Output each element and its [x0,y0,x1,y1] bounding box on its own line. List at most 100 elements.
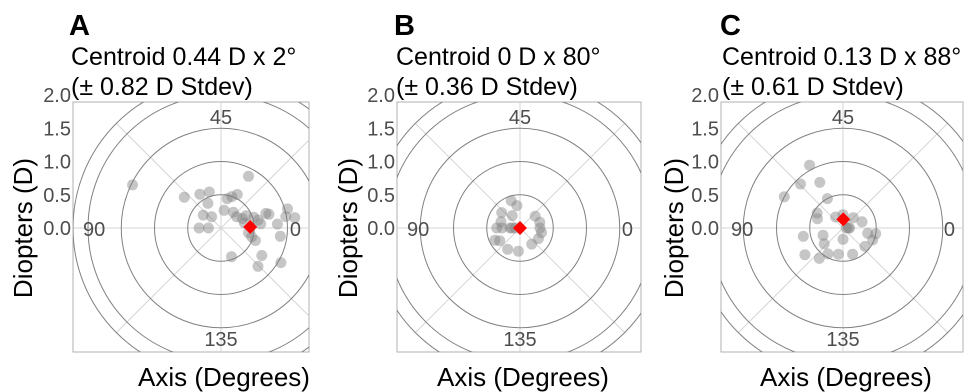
angle-label-0: 0 [622,219,633,241]
grid-ring [87,102,309,352]
y-axis-label: Diopters (D) [333,158,363,298]
data-point [797,230,809,242]
data-point [231,211,243,223]
data-point [246,231,258,243]
data-point [218,204,230,216]
data-point [275,257,287,269]
y-tick-label: 0.0 [43,218,71,240]
angle-label-0: 0 [944,219,955,241]
grid-ring [419,127,621,329]
data-point [496,222,508,234]
angle-label-45: 45 [509,107,531,129]
data-point [799,249,811,261]
data-point [822,248,834,260]
data-point [847,248,859,260]
y-tick-label: 2.0 [691,85,719,107]
data-point [282,203,293,215]
angle-label-135: 135 [503,329,536,351]
data-point [274,230,286,242]
data-point [256,250,268,261]
data-point [867,234,879,246]
data-point [178,191,190,203]
centroid-marker [243,219,258,234]
title-line-2: (± 0.36 D Stdev) [396,73,578,101]
data-point [814,176,826,188]
data-point [243,170,254,182]
angle-label-90: 90 [407,219,429,241]
x-axis-label: Axis (Degrees) [760,362,932,392]
grid-ring [776,161,910,295]
y-axis-label: Diopters (D) [659,158,689,298]
title-line-1: Centroid 0.13 D x 88° [722,43,961,71]
data-point [494,235,506,247]
angle-label-0: 0 [290,219,301,241]
data-point [263,208,275,220]
data-point [496,207,508,219]
data-point [847,212,859,224]
data-point [231,189,243,200]
data-point [249,235,261,246]
angle-label-45: 45 [832,107,854,129]
data-point [817,229,829,241]
grid-spoke [737,122,949,334]
y-tick-label: 0.0 [691,218,719,240]
data-point [859,240,871,252]
data-point [280,211,292,223]
angle-label-90: 90 [731,219,753,241]
data-point [795,178,806,190]
data-point [512,245,524,257]
data-point [837,233,849,245]
title-line-1: Centroid 0.44 D x 2° [71,43,296,71]
data-point [252,260,264,272]
y-tick-label: 1.0 [367,152,395,174]
data-point [227,206,239,218]
panel-letter: B [394,10,415,42]
data-point [271,218,283,230]
data-point [506,222,518,234]
data-point [813,252,825,264]
title-line-2: (± 0.82 D Stdev) [71,73,253,101]
panel-letter: C [720,10,741,42]
data-point [226,191,238,203]
data-point [491,222,503,234]
grid-ring [154,161,288,295]
data-point [506,210,518,222]
data-point [832,248,844,260]
grid-ring [486,194,554,262]
y-tick-label: 0.0 [367,218,395,240]
data-point [862,227,874,239]
data-point [197,209,209,221]
data-point [526,238,538,250]
data-point [240,210,252,222]
data-point [489,234,501,246]
title-line-1: Centroid 0 D x 80° [396,43,601,71]
grid-ring [120,127,309,329]
data-point [203,186,215,198]
data-point [870,228,882,240]
centroid-marker [513,221,527,235]
data-point [252,214,264,226]
x-axis-label: Axis (Degrees) [138,362,310,392]
data-point [202,222,214,234]
y-tick-label: 1.0 [43,152,71,174]
data-point [289,212,301,224]
y-tick-label: 1.5 [691,118,719,140]
data-point [194,188,206,200]
data-point [127,179,138,191]
data-point [811,213,823,225]
panel-letter: A [69,10,90,42]
grid-spoke [115,122,309,317]
data-point [202,197,214,209]
centroid-marker [836,212,851,227]
data-point [226,251,237,263]
y-tick-label: 2.0 [367,85,395,107]
grid-ring [453,161,587,295]
angle-label-135: 135 [826,329,859,351]
data-point [236,213,248,224]
data-point [778,191,790,203]
data-point [495,216,507,228]
data-point [532,233,544,245]
